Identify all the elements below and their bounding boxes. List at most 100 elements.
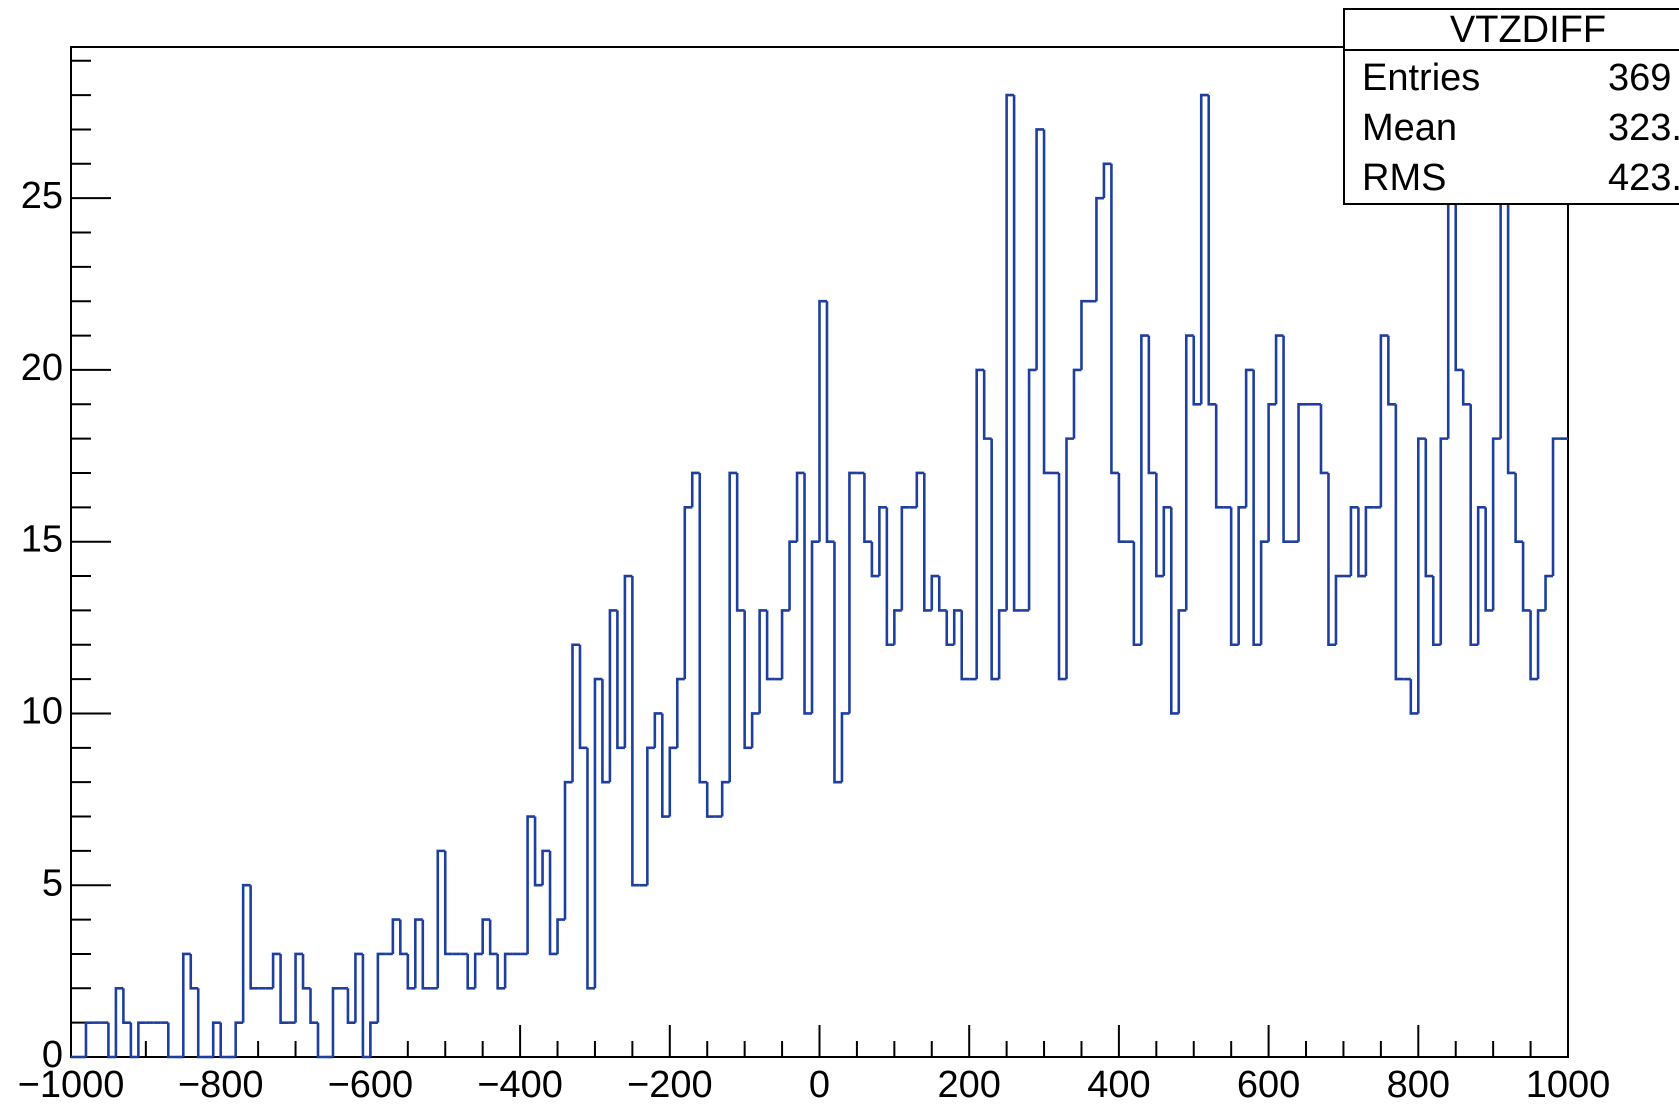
histogram-bin (84, 1021, 94, 1057)
x-tick-label: −1000 (18, 1064, 125, 1106)
stats-label: Mean (1362, 107, 1457, 149)
histogram-bin (720, 780, 730, 817)
histogram-bin (354, 952, 363, 1023)
histogram-bin (735, 472, 745, 612)
histogram-bin (1244, 368, 1254, 508)
histogram-bin (503, 952, 513, 989)
histogram-bin (818, 299, 827, 542)
histogram-bin (578, 644, 588, 750)
histogram-bin (810, 540, 820, 714)
histogram-bin (1259, 540, 1269, 645)
histogram-bin (1192, 335, 1202, 406)
x-tick-label: 200 (937, 1064, 1000, 1106)
histogram-bin (653, 712, 663, 748)
histogram-bin (930, 574, 940, 611)
histogram-bin (937, 576, 947, 612)
histogram-bin (945, 610, 955, 647)
histogram-bin (1387, 335, 1396, 406)
histogram-bin (780, 609, 790, 680)
histogram-bin (608, 609, 618, 783)
histogram-bin (309, 988, 319, 1024)
histogram-bin (1454, 198, 1464, 372)
histogram-bin (990, 438, 1000, 681)
histogram-bin (1461, 369, 1471, 406)
histogram-bin (316, 1022, 326, 1059)
x-tick-label: −200 (627, 1064, 713, 1106)
histogram-bin (1252, 369, 1262, 647)
stats-label: Entries (1362, 57, 1480, 99)
histogram-bin (1439, 437, 1449, 645)
histogram-bin (1005, 93, 1015, 611)
histogram-bin (414, 918, 423, 989)
histogram-bin (1207, 95, 1217, 406)
histogram-bin (361, 953, 371, 1059)
histogram-bin (997, 609, 1007, 680)
histogram-bin (563, 780, 573, 920)
histogram-bin (541, 849, 551, 886)
histogram-bin (848, 471, 857, 714)
histogram-bin (623, 574, 633, 748)
histogram-bin (107, 1022, 116, 1059)
histogram-bin (593, 677, 603, 989)
histogram-bin (878, 506, 887, 577)
histogram-bin (668, 746, 678, 817)
histogram-bin (1357, 507, 1366, 578)
x-tick-label: 800 (1387, 1064, 1450, 1106)
histogram-bin (167, 1022, 176, 1059)
histogram-bin (1012, 95, 1022, 612)
histogram-bin (743, 610, 753, 750)
histogram-bin (481, 918, 491, 954)
histogram-bin (803, 472, 813, 715)
plot-area: −1000 −800 −600 −400 −200 0 200 400 600 800 1000 0 5… (18, 59, 1610, 1106)
histogram-bin (1147, 335, 1157, 475)
y-tick-label: 20 (21, 347, 63, 389)
stats-title: VTZDIFF (1450, 9, 1606, 51)
histogram-bin (114, 986, 124, 1057)
histogram-bin (1065, 437, 1074, 680)
histogram-bin (1042, 129, 1052, 475)
histogram-bin (1394, 404, 1404, 681)
histogram-bin (616, 610, 625, 750)
histogram-bin (646, 746, 655, 886)
histogram-bin (1431, 576, 1441, 647)
histogram-bin (960, 610, 970, 681)
histogram-bin (915, 471, 925, 508)
histogram-bin (1282, 335, 1292, 543)
histogram-bin (1379, 334, 1389, 508)
histogram-bin (750, 712, 760, 748)
histogram-bin (1199, 93, 1209, 405)
histogram-bin (376, 952, 386, 1023)
histogram-bin (1491, 437, 1501, 611)
histogram-bin (241, 883, 251, 1023)
histogram-bin (122, 988, 131, 1024)
histogram-bin (488, 919, 498, 956)
x-tick-label: 600 (1237, 1064, 1300, 1106)
histogram-bin (1057, 472, 1067, 681)
histogram-bin (1267, 402, 1277, 542)
histogram-bin (1072, 368, 1082, 439)
histogram-bin (496, 953, 506, 990)
histogram-bin (825, 301, 835, 543)
y-tick-label: 15 (21, 519, 63, 561)
stats-box: VTZDIFF Entries 369 Mean 323. RMS 423. (1343, 8, 1679, 205)
histogram-bin (211, 1021, 221, 1057)
histogram-bin (1327, 472, 1336, 647)
histogram-bin (1484, 507, 1494, 612)
histogram-bin (181, 952, 191, 1057)
histogram-bin (698, 472, 708, 784)
histogram-bin (1506, 198, 1516, 475)
histogram-bin (346, 988, 356, 1024)
histogram-bin (1117, 472, 1127, 543)
histogram-bin (631, 576, 640, 887)
histogram-bin (1095, 196, 1104, 302)
histogram-bin (421, 919, 431, 990)
histogram-bin (788, 540, 798, 611)
histogram-bin (571, 643, 580, 783)
histogram-bin (189, 953, 199, 990)
histogram-bin (1297, 402, 1307, 542)
histogram-bin (1469, 404, 1479, 647)
histogram-bin (1529, 610, 1539, 681)
histogram-bin (661, 713, 670, 818)
histogram-bin (1536, 609, 1546, 680)
histogram-bin (586, 747, 595, 990)
